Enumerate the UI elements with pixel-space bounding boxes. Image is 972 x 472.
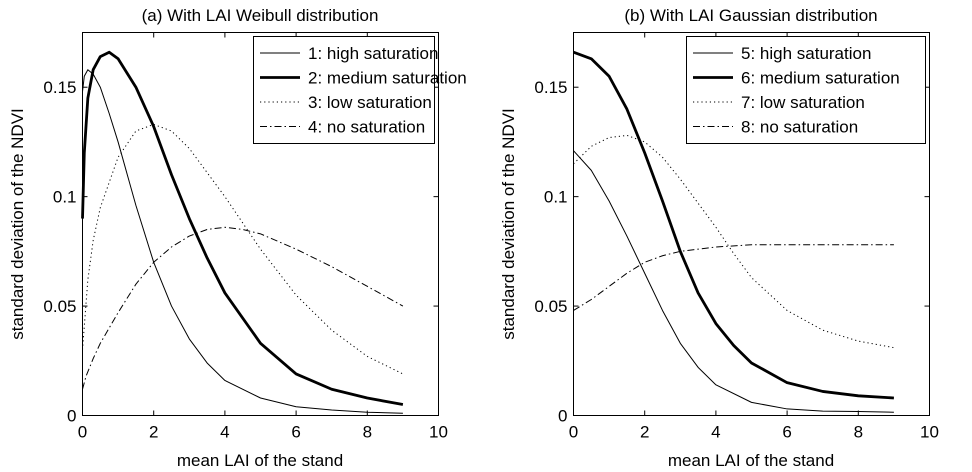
plot-area-frame — [82, 32, 439, 416]
y-tick-label: 0.15 — [43, 78, 76, 97]
legend-label: 4: no saturation — [308, 118, 425, 137]
y-tick-label: 0.1 — [544, 188, 568, 207]
x-tick-label: 10 — [920, 423, 939, 442]
chart-title: (a) With LAI Weibull distribution — [142, 6, 379, 25]
y-tick-label: 0 — [558, 407, 567, 426]
x-tick-label: 0 — [78, 423, 87, 442]
x-axis-label: mean LAI of the stand — [668, 451, 834, 470]
chart-panel-b: (b) With LAI Gaussian distribution 0 2 4 6 8… — [499, 6, 939, 470]
y-tick-label: 0.1 — [53, 188, 77, 207]
legend-label: 1: high saturation — [308, 44, 438, 63]
series-line — [573, 244, 894, 311]
x-tick-label: 10 — [429, 423, 448, 442]
chart-title: (b) With LAI Gaussian distribution — [624, 6, 877, 25]
series-line — [81, 50, 404, 406]
data-marks — [81, 50, 404, 414]
legend-box — [686, 36, 926, 144]
series-line — [573, 134, 894, 349]
series-line — [82, 123, 404, 375]
y-axis-label: standard deviation of the NDVI — [8, 108, 27, 340]
legend-label: 5: high saturation — [741, 44, 871, 63]
x-tick-label: 6 — [291, 423, 300, 442]
plot-area-frame — [573, 32, 930, 416]
legend-label: 8: no saturation — [741, 118, 858, 137]
series-line — [573, 150, 894, 413]
y-tick-label: 0.05 — [534, 297, 567, 316]
legend: 5: high saturation 6: medium saturation 7:… — [686, 36, 926, 144]
series-line — [82, 226, 404, 390]
x-tick-label: 2 — [149, 423, 158, 442]
x-tick-label: 8 — [363, 423, 372, 442]
legend-label: 7: low saturation — [741, 93, 865, 112]
chart-panel-a: (a) With LAI Weibull distribution 0 2 4 6 8 1… — [8, 6, 467, 470]
axis-ticks: 0 2 4 6 8 10 0 0.05 0.1 0.15 — [43, 32, 448, 442]
data-marks — [573, 50, 894, 413]
y-axis-label: standard deviation of the NDVI — [499, 108, 518, 340]
y-tick-label: 0 — [67, 407, 76, 426]
x-tick-label: 0 — [569, 423, 578, 442]
legend-label: 2: medium saturation — [308, 69, 467, 88]
x-tick-label: 8 — [854, 423, 863, 442]
x-axis-label: mean LAI of the stand — [177, 451, 343, 470]
legend-label: 6: medium saturation — [741, 69, 900, 88]
x-tick-label: 4 — [220, 423, 229, 442]
axis-ticks: 0 2 4 6 8 10 0 0.05 0.1 0.15 — [534, 32, 939, 442]
legend: 1: high saturation 2: medium saturation 3:… — [253, 36, 467, 144]
x-tick-label: 2 — [640, 423, 649, 442]
y-tick-label: 0.15 — [534, 78, 567, 97]
x-tick-label: 4 — [711, 423, 720, 442]
legend-label: 3: low saturation — [308, 93, 432, 112]
x-tick-label: 6 — [782, 423, 791, 442]
y-tick-label: 0.05 — [43, 297, 76, 316]
legend-box — [253, 36, 435, 144]
series-line — [573, 50, 894, 400]
